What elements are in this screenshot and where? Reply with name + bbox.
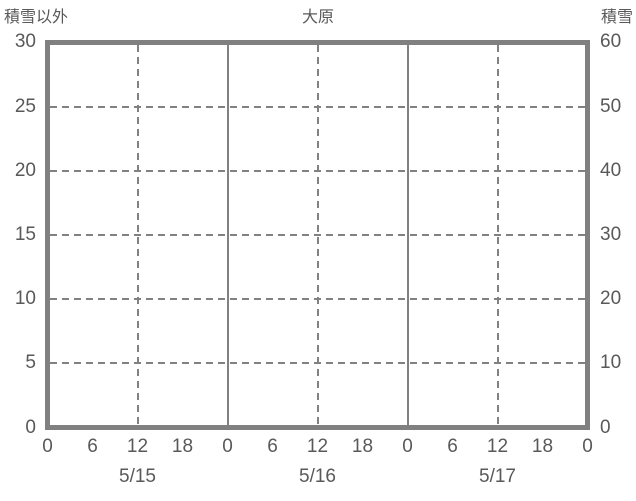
x-axis-hour-tick: 12: [126, 436, 149, 457]
x-axis-date-label: 5/15: [119, 466, 156, 487]
left-axis-tick: 30: [14, 31, 36, 52]
gridline-noon: [496, 45, 499, 425]
left-axis-tick: 0: [25, 417, 36, 438]
chart-title: 大原: [301, 9, 335, 26]
x-axis-hour-tick: 0: [42, 436, 53, 457]
x-axis-hour-tick: 0: [582, 436, 593, 457]
x-axis-date-label: 5/16: [299, 466, 336, 487]
right-axis-tick: 0: [600, 417, 611, 438]
x-axis-hour-tick: 6: [87, 436, 98, 457]
gridline-midnight: [406, 45, 409, 425]
left-axis-tick: 25: [14, 96, 36, 117]
left-axis-title: 積雪以外: [4, 9, 69, 26]
x-axis-hour-tick: 6: [447, 436, 458, 457]
x-axis-hour-tick: 12: [486, 436, 509, 457]
x-axis-hour-tick: 18: [531, 436, 554, 457]
right-axis-tick: 10: [600, 352, 622, 373]
left-axis-tick: 10: [14, 288, 36, 309]
right-axis-tick: 60: [600, 31, 622, 52]
x-axis-date-label: 5/17: [479, 466, 516, 487]
left-axis-tick: 20: [14, 160, 36, 181]
right-axis-tick: 40: [600, 160, 622, 181]
right-axis-tick: 20: [600, 288, 622, 309]
x-axis-hour-tick: 18: [351, 436, 374, 457]
x-axis-hour-tick: 6: [267, 436, 278, 457]
right-axis-tick: 50: [600, 96, 622, 117]
gridline-noon: [136, 45, 139, 425]
plot-area: [45, 40, 590, 430]
x-axis-hour-tick: 0: [402, 436, 413, 457]
right-axis-tick: 30: [600, 224, 622, 245]
x-axis-hour-tick: 12: [306, 436, 329, 457]
left-axis-tick: 15: [14, 224, 36, 245]
right-axis-title: 積雪: [600, 9, 633, 26]
left-axis-tick: 5: [25, 352, 36, 373]
gridline-noon: [316, 45, 319, 425]
x-axis-hour-tick: 0: [222, 436, 233, 457]
x-axis-hour-tick: 18: [171, 436, 194, 457]
gridline-midnight: [226, 45, 229, 425]
